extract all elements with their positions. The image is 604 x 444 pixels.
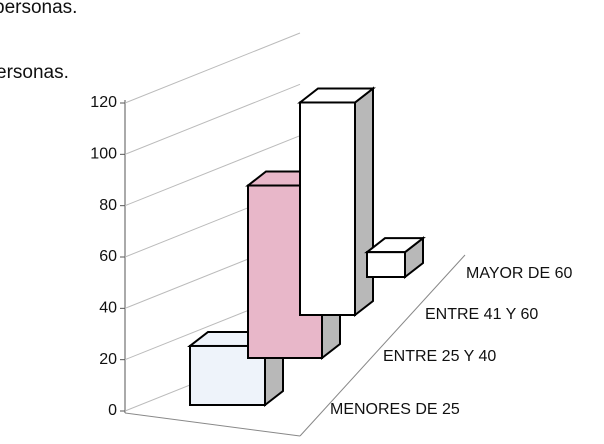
y-tick-label: 120 <box>90 94 117 111</box>
floor-edge <box>299 254 466 437</box>
y-tick-label: 80 <box>99 197 117 214</box>
category-label: MENORES DE 25 <box>330 401 460 418</box>
grid-line <box>124 32 301 104</box>
bar <box>299 101 356 317</box>
y-tick-label: 0 <box>108 402 117 419</box>
grid-line <box>124 135 301 207</box>
bar-side <box>354 86 374 318</box>
category-label: ENTRE 25 Y 40 <box>383 348 496 365</box>
grid-line <box>124 83 301 155</box>
y-tick-label: 100 <box>90 146 117 163</box>
category-label: MAYOR DE 60 <box>466 265 573 282</box>
header-line: ersonas. <box>0 62 69 83</box>
y-tick-label: 20 <box>99 351 117 368</box>
category-label: ENTRE 41 Y 60 <box>425 306 538 323</box>
floor-edge <box>124 412 301 437</box>
y-tick-label: 40 <box>99 300 117 317</box>
y-tick-label: 60 <box>99 248 117 265</box>
header-line: personas. <box>0 0 77 18</box>
bar <box>366 251 406 278</box>
